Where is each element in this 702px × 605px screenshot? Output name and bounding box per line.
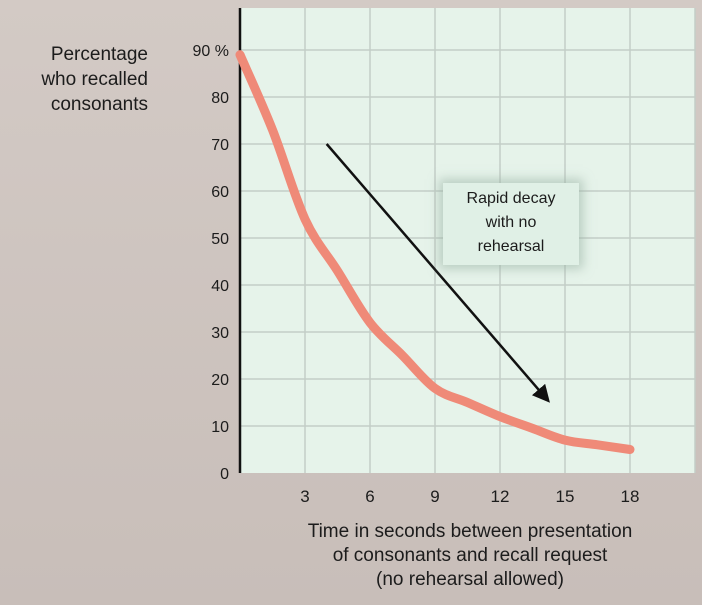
y-tick-label: 10 xyxy=(211,419,229,436)
x-axis-label-line: (no rehearsal allowed) xyxy=(376,569,564,590)
y-tick-label: 40 xyxy=(211,278,229,295)
x-axis-label-line: of consonants and recall request xyxy=(332,545,608,566)
x-axis-label: Time in seconds between presentation of … xyxy=(240,520,700,592)
y-axis-label: Percentage who recalled consonants xyxy=(0,42,148,117)
x-tick-label: 15 xyxy=(556,487,575,506)
y-tick-label: 90 % xyxy=(193,43,229,60)
y-tick-label: 60 xyxy=(211,184,229,201)
x-tick-labels: 3 6 9 12 15 18 xyxy=(300,487,639,506)
y-tick-label: 80 xyxy=(211,90,229,107)
x-tick-label: 9 xyxy=(430,487,439,506)
y-axis-label-line: who recalled xyxy=(41,69,148,90)
y-tick-label: 20 xyxy=(211,372,229,389)
y-tick-label: 50 xyxy=(211,231,229,248)
x-axis-label-line: Time in seconds between presentation xyxy=(307,521,633,542)
annotation-line: with no xyxy=(485,214,537,231)
annotation-callout: Rapid decay with no rehearsal xyxy=(443,183,579,265)
series-line xyxy=(235,50,635,454)
y-tick-label: 30 xyxy=(211,325,229,342)
y-axis-label-line: Percentage xyxy=(50,44,148,65)
y-axis-label-line: consonants xyxy=(50,94,148,115)
grid xyxy=(240,8,696,473)
y-tick-label: 0 xyxy=(220,466,229,483)
annotation-line: rehearsal xyxy=(477,238,545,255)
x-tick-label: 6 xyxy=(365,487,374,506)
x-tick-label: 18 xyxy=(621,487,640,506)
y-tick-labels: 0 10 20 30 40 50 60 70 80 90 % xyxy=(193,43,230,483)
annotation-line: Rapid decay xyxy=(466,190,556,207)
x-tick-label: 3 xyxy=(300,487,309,506)
x-tick-label: 12 xyxy=(491,487,510,506)
y-tick-label: 70 xyxy=(211,137,229,154)
decay-arrow xyxy=(325,143,550,403)
